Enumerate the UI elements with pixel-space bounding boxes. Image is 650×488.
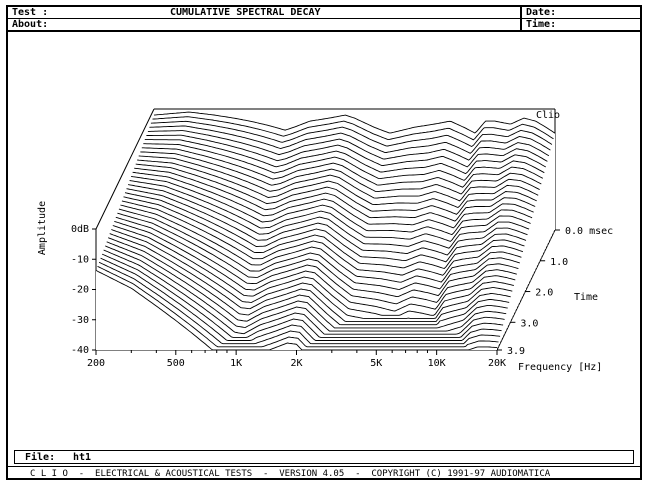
decay-slice-line: [137, 159, 539, 209]
decay-slice-line: [132, 171, 534, 229]
x-tick-label: 5K: [370, 358, 382, 369]
decay-slice-line: [138, 155, 540, 202]
y-tick-label: 0dB: [71, 224, 89, 235]
decay-slice-line: [150, 120, 553, 148]
decay-slice-line: [111, 229, 513, 319]
decay-slice-line: [121, 200, 524, 276]
decay-slice-line: [149, 125, 551, 154]
z-tick-label: 0.0 msec: [565, 226, 613, 237]
decay-slice-line: [98, 261, 501, 345]
time-label: Time:: [526, 19, 557, 30]
decay-slice-line: [120, 204, 522, 283]
y-tick-label: -10: [71, 254, 89, 265]
file-label: File:: [25, 452, 56, 463]
decay-slice-fill: [103, 250, 505, 335]
z-tick-label: 3.0: [520, 318, 538, 329]
decay-slice-line: [112, 225, 514, 316]
decay-slice-line: [97, 265, 499, 348]
decay-slice-line: [153, 111, 556, 134]
decay-slice-line: [126, 188, 528, 256]
clio-tag: Clio: [536, 110, 560, 121]
decay-slice-line: [101, 253, 504, 338]
decay-slice-line: [95, 270, 498, 351]
decay-slice-line: [143, 143, 545, 181]
x-tick-label: 1K: [230, 358, 242, 369]
decay-slice-line: [140, 151, 542, 195]
decay-slice-line: [144, 139, 547, 175]
file-bar: File: ht1: [14, 450, 634, 464]
date-label: Date:: [526, 7, 557, 18]
y-tick-label: -30: [71, 315, 89, 326]
decay-slice-line: [134, 167, 536, 222]
x-tick-label: 10K: [428, 358, 446, 369]
decay-slice-line: [106, 241, 508, 329]
decay-slice-line: [118, 208, 521, 290]
decay-slice-line: [131, 175, 533, 236]
footer-bar: C L I O - ELECTRICAL & ACOUSTICAL TESTS …: [6, 466, 642, 480]
decay-slice-line: [100, 257, 502, 341]
decay-slice-line: [117, 212, 519, 298]
y-tick-label: -20: [71, 285, 89, 296]
decay-slice-line: [141, 147, 544, 188]
z-tick-label: 3.9: [507, 346, 525, 357]
z-tick-label: 1.0: [550, 257, 568, 268]
decay-slice-line: [129, 180, 531, 242]
decay-slice-line: [147, 130, 550, 161]
test-label: Test :: [12, 7, 49, 18]
left-depth-edge: [95, 108, 155, 230]
x-tick-label: 500: [167, 358, 185, 369]
decay-slice-line: [124, 192, 527, 263]
x-tick-label: 2K: [290, 358, 302, 369]
header-separator: [520, 7, 522, 30]
page-title: CUMULATIVE SPECTRAL DECAY: [170, 7, 321, 18]
decay-slice-line: [114, 220, 516, 312]
decay-slice-fill: [96, 270, 497, 350]
decay-slice-line: [103, 249, 505, 335]
x-tick-label: 20K: [488, 358, 506, 369]
z-axis-title: Time: [574, 292, 598, 303]
decay-slice-line: [146, 134, 548, 168]
decay-slice-line: [108, 237, 510, 326]
decay-slice-line: [115, 216, 517, 305]
z-tick-label: 2.0: [535, 288, 553, 299]
header-bar: Test : CUMULATIVE SPECTRAL DECAY About: …: [6, 5, 642, 32]
x-axis-title: Frequency [Hz]: [518, 362, 602, 373]
decay-slice-line: [109, 233, 511, 323]
file-name: ht1: [73, 452, 92, 463]
footer-copyright: C L I O - ELECTRICAL & ACOUSTICAL TESTS …: [30, 469, 551, 479]
decay-slice-fill: [102, 254, 504, 338]
about-label: About:: [12, 19, 49, 30]
decay-slice-line: [123, 196, 525, 270]
y-axis-title: Amplitude: [37, 201, 48, 255]
header-divider: [8, 18, 640, 19]
decay-slice-line: [128, 184, 530, 249]
decay-slice-line: [152, 116, 554, 141]
x-tick-label: 200: [87, 358, 105, 369]
y-tick-label: -40: [71, 345, 89, 356]
decay-slice-line: [135, 163, 537, 215]
decay-slice-line: [105, 245, 507, 332]
